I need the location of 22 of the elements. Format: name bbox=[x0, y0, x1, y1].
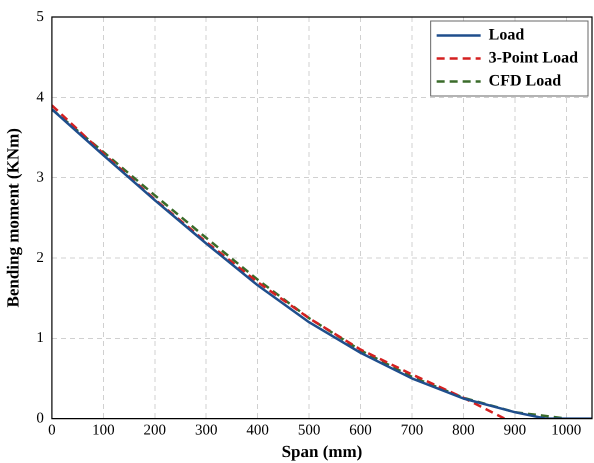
y-tick-label: 1 bbox=[36, 330, 44, 346]
x-tick-label: 800 bbox=[452, 422, 475, 439]
legend-label: CFD Load bbox=[488, 72, 562, 90]
x-tick-label: 500 bbox=[298, 422, 320, 439]
x-tick-label: 900 bbox=[504, 422, 526, 439]
x-tick-label: 300 bbox=[194, 422, 218, 439]
x-tick-label: 100 bbox=[92, 422, 115, 439]
y-tick-label: 2 bbox=[36, 250, 44, 266]
x-axis-title: Span (mm) bbox=[282, 442, 362, 462]
legend-label: Load bbox=[488, 26, 524, 44]
y-axis-title: Bending moment (KNm) bbox=[4, 128, 23, 308]
x-tick-label: 200 bbox=[144, 422, 166, 439]
y-tick-label: 4 bbox=[36, 89, 44, 106]
legend-label: 3-Point Load bbox=[488, 50, 578, 67]
y-tick-label: 5 bbox=[36, 8, 44, 25]
x-tick-label: 1000 bbox=[551, 422, 582, 439]
x-tick-label: 400 bbox=[246, 422, 269, 439]
x-tick-label: 700 bbox=[400, 422, 424, 439]
y-tick-label: 0 bbox=[36, 410, 44, 427]
y-tick-label: 3 bbox=[36, 170, 44, 186]
x-tick-label: 600 bbox=[349, 422, 372, 439]
x-tick-label: 0 bbox=[48, 422, 56, 439]
